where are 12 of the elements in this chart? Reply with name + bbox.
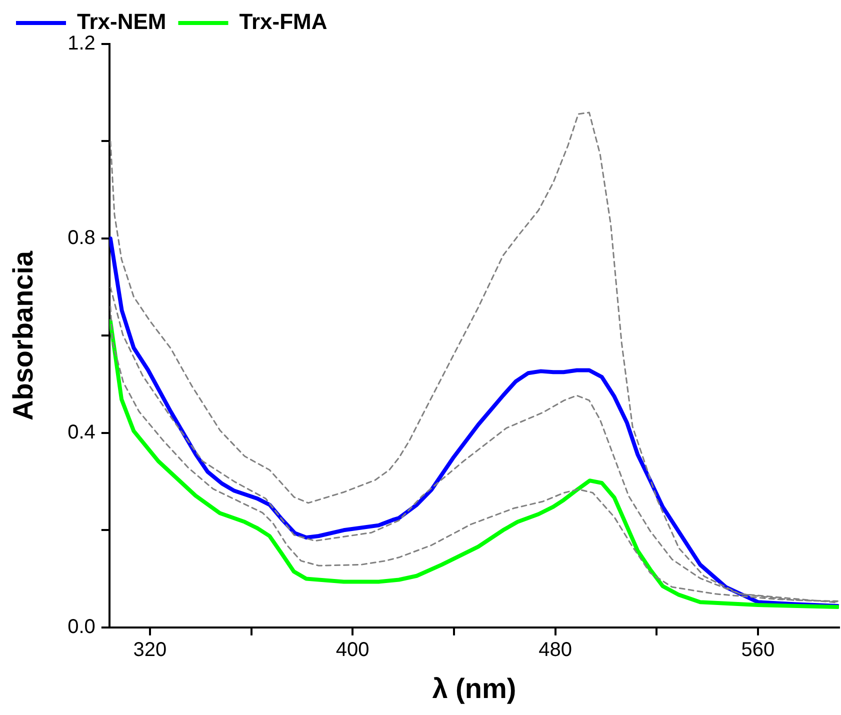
x-tick-label: 560 bbox=[741, 638, 775, 661]
y-tick-label: 0.0 bbox=[68, 616, 96, 638]
x-tick-label: 320 bbox=[133, 638, 167, 661]
x-tick-label: 400 bbox=[336, 638, 370, 661]
y-axis-title: Absorbancia bbox=[8, 250, 39, 421]
legend-label: Trx-NEM bbox=[77, 9, 166, 34]
legend-label: Trx-FMA bbox=[239, 9, 328, 34]
y-tick-label: 0.8 bbox=[68, 226, 96, 249]
x-tick-label: 480 bbox=[538, 638, 572, 661]
y-tick-label: 0.4 bbox=[68, 421, 96, 444]
x-axis-title: λ (nm) bbox=[432, 672, 516, 704]
y-tick-label: 1.2 bbox=[68, 32, 96, 55]
